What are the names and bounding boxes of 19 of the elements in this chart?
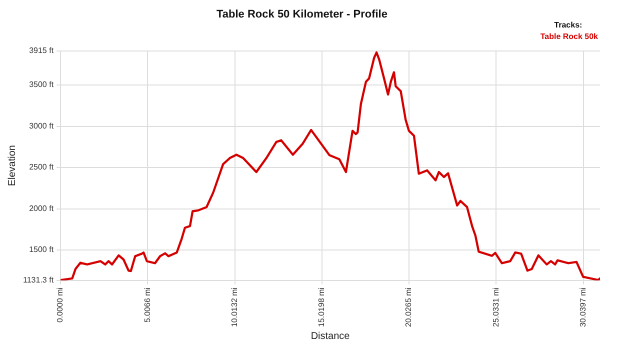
- y-tick-label: 1131.3 ft: [22, 276, 54, 285]
- chart-title: Table Rock 50 Kilometer - Profile: [216, 8, 388, 21]
- y-tick-label: 3500 ft: [29, 80, 54, 90]
- x-tick-label: 25.0331 mi: [491, 287, 500, 328]
- y-tick-label: 2000 ft: [29, 204, 54, 213]
- text: Table Rock 50k: [540, 32, 599, 42]
- y-tick-label: 3915 ft: [29, 46, 54, 56]
- x-tick-label: 20.0265 mi: [404, 287, 414, 328]
- x-tick-label: 10.0132 mi: [230, 287, 239, 328]
- legend-title: Tracks:: [554, 20, 582, 30]
- x-tick-label: 30.0397 mi: [578, 287, 588, 328]
- y-tick-label: 1500 ft: [29, 245, 54, 254]
- x-tick-label: 5.0066 mi: [142, 287, 152, 323]
- y-tick-label: 3000 ft: [29, 121, 54, 130]
- x-tick-label: 0.0000 mi: [56, 287, 65, 323]
- x-tick-label: 15.0198 mi: [317, 287, 326, 328]
- y-tick-label: 2500 ft: [29, 162, 54, 172]
- x-axis-title: Distance: [310, 330, 350, 342]
- y-axis-title: Elevation: [6, 145, 18, 186]
